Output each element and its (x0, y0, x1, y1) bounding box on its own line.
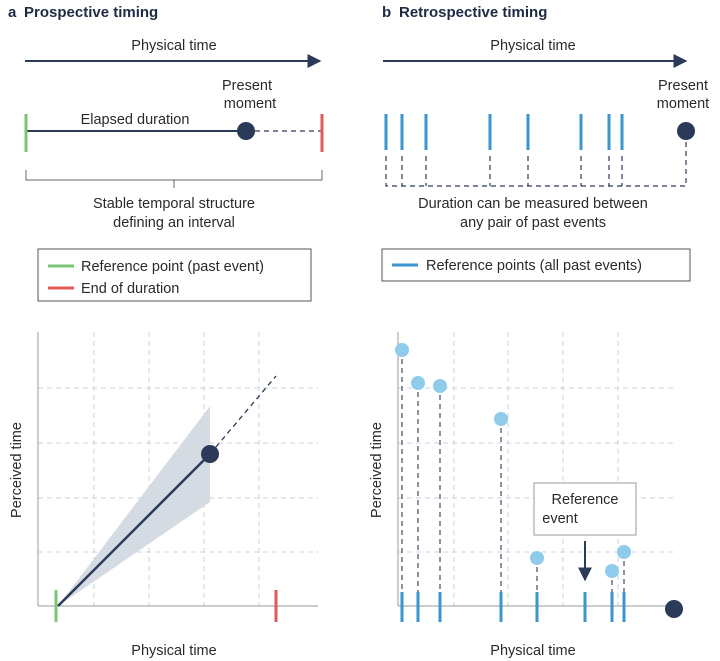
perceived-time-line (57, 453, 211, 607)
axis-event-markers (400, 592, 626, 622)
panel-a-letter: a (8, 4, 17, 21)
uncertainty-band (58, 406, 210, 606)
panel-a-present-label-1: Present (222, 78, 272, 94)
panel-b-present-label-1: Present (658, 78, 708, 94)
panel-b-x-label: Physical time (490, 643, 575, 659)
panel-a-x-label: Physical time (131, 643, 216, 659)
panel-b-y-label: Perceived time (369, 422, 385, 518)
panel-b-present-label-2: moment (657, 96, 709, 112)
present-moment-dot (237, 122, 255, 140)
reference-event-callout (533, 482, 637, 536)
panel-b-legend (381, 248, 691, 282)
present-moment-dot (677, 122, 695, 140)
event-droplines (401, 350, 625, 592)
panel-b-plot: Reference event Perceived time Physical … (369, 332, 683, 659)
present-moment-dot (665, 600, 683, 618)
panel-a-y-label: Perceived time (9, 422, 25, 518)
panel-b-title: Retrospective timing (399, 4, 547, 21)
panel-a-present-label-2: moment (224, 96, 276, 112)
pair-connectors (385, 141, 687, 187)
pair-text-1: Duration can be measured between (418, 196, 648, 212)
panel-b: b Retrospective timing Physical time Pre… (369, 4, 709, 659)
elapsed-duration-label: Elapsed duration (81, 112, 190, 128)
present-moment-dot (201, 445, 219, 463)
pair-text-2: any pair of past events (460, 215, 606, 231)
legend-reference-label: Reference point (past event) (81, 259, 264, 275)
legend-end-label: End of duration (81, 281, 179, 297)
reference-event-label-2: event (542, 511, 577, 527)
panel-b-letter: b (382, 4, 391, 21)
projected-time-dashed-line (209, 375, 277, 455)
legend-reference-points-label: Reference points (all past events) (426, 258, 642, 274)
reference-event-label-1: Reference (552, 492, 619, 508)
perceived-time-dots (395, 343, 631, 578)
panel-b-physical-time-label: Physical time (490, 38, 575, 54)
panel-a: a Prospective timing Physical time Prese… (8, 4, 324, 659)
interval-bracket (25, 170, 323, 188)
panel-a-legend (37, 248, 312, 302)
panel-a-title: Prospective timing (24, 4, 158, 21)
interval-text-1: Stable temporal structure (93, 196, 255, 212)
panel-a-plot: Perceived time Physical time (9, 332, 318, 659)
interval-text-2: defining an interval (113, 215, 235, 231)
panel-a-physical-time-label: Physical time (131, 38, 216, 54)
past-event-markers (384, 114, 624, 150)
